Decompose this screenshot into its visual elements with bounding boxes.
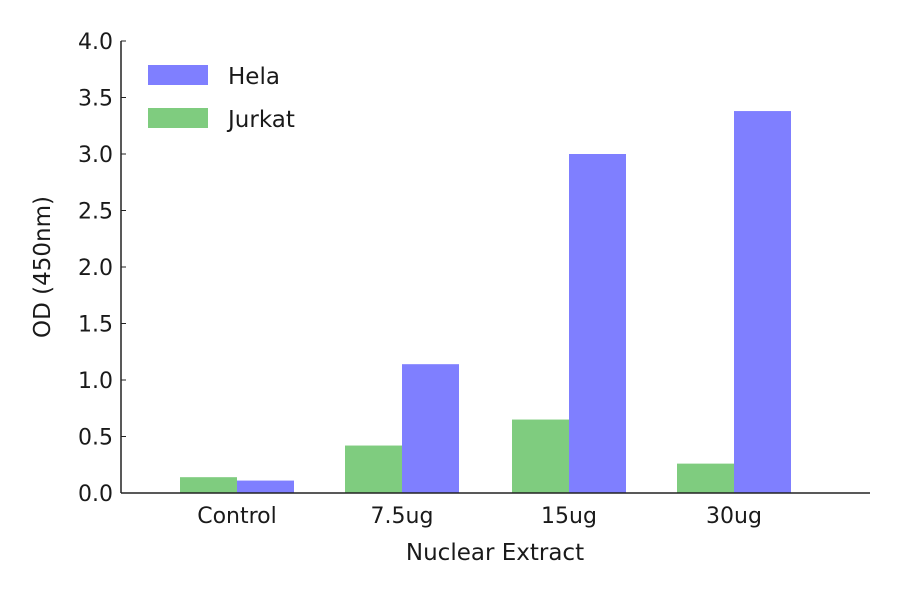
x-tick-label: 7.5ug: [371, 504, 434, 529]
x-tick-label: Control: [197, 504, 277, 529]
x-axis-ticks: Control 7.5ug 15ug 30ug: [197, 504, 762, 529]
bar-hela-30ug: [734, 111, 791, 493]
y-tick-label: 3.0: [78, 143, 113, 168]
legend-swatch-jurkat: [148, 108, 208, 128]
y-tick-label: 0.5: [78, 426, 113, 451]
bar-hela-15ug: [569, 154, 626, 493]
y-tick-label: 4.0: [78, 30, 113, 55]
bar-jurkat-30ug: [677, 463, 734, 493]
y-axis-ticks: 0.0 0.5 1.0 1.5 2.0 2.5 3.0 3.5 4.0: [78, 30, 126, 507]
x-tick-label: 15ug: [541, 504, 597, 529]
y-tick-label: 0.0: [78, 482, 113, 507]
y-tick-label: 1.5: [78, 313, 113, 338]
y-tick-label: 2.0: [78, 256, 113, 281]
bars-group: [180, 111, 791, 493]
bar-hela-control: [237, 480, 294, 493]
y-tick-label: 1.0: [78, 369, 113, 394]
bar-jurkat-15ug: [512, 419, 569, 493]
legend: Hela Jurkat: [148, 64, 295, 133]
y-tick-label: 2.5: [78, 200, 113, 225]
legend-label-jurkat: Jurkat: [226, 107, 295, 133]
legend-swatch-hela: [148, 65, 208, 85]
bar-hela-7-5ug: [402, 364, 459, 493]
x-tick-label: 30ug: [706, 504, 762, 529]
x-axis-title: Nuclear Extract: [406, 540, 584, 566]
bar-jurkat-control: [180, 477, 237, 493]
bar-jurkat-7-5ug: [345, 445, 402, 493]
y-axis-title: OD (450nm): [30, 196, 56, 338]
y-tick-label: 3.5: [78, 87, 113, 112]
legend-label-hela: Hela: [228, 64, 280, 90]
